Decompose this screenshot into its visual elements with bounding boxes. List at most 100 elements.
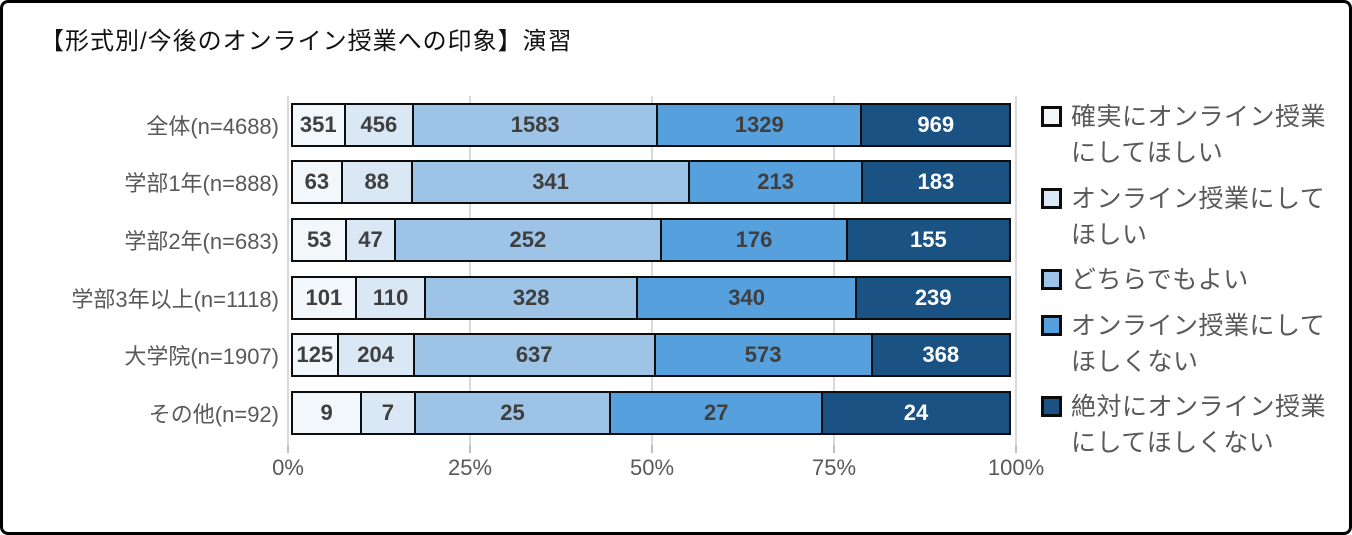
- segment-value-label: 7: [381, 399, 395, 425]
- bar-segment: 110: [354, 275, 427, 320]
- tick-mark: [287, 445, 289, 453]
- bar-segment: 63: [291, 160, 343, 205]
- legend-swatch-icon: [1041, 314, 1062, 336]
- bar-segment: 252: [393, 217, 663, 262]
- bar-segment: 368: [870, 333, 1011, 378]
- bar-row: その他(n=92) 9 7 25 27 24: [46, 384, 1019, 442]
- legend-item: 絶対にオンライン授業にしてほしくない: [1041, 389, 1343, 461]
- segment-value-label: 351: [299, 111, 337, 137]
- tick-mark: [651, 445, 653, 453]
- bar-segment: 47: [345, 217, 396, 262]
- legend-swatch-icon: [1041, 187, 1062, 209]
- bar-segment: 27: [609, 390, 824, 435]
- stacked-bar: 53 47 252 176 155: [291, 217, 1019, 262]
- page-title: 【形式別/今後のオンライン授業への印象】演習: [40, 28, 573, 55]
- segment-value-label: 252: [509, 226, 547, 252]
- gridline: [651, 96, 653, 445]
- bar-segment: 7: [360, 390, 416, 435]
- bar-segment: 328: [424, 275, 638, 320]
- bar-segment: 1329: [656, 102, 863, 147]
- segment-value-label: 1329: [734, 111, 784, 137]
- bar-segment: 1583: [412, 102, 659, 147]
- bar-segment: 204: [336, 333, 415, 378]
- segment-value-label: 155: [910, 226, 947, 252]
- category-label: 大学院(n=1907): [124, 344, 279, 370]
- segment-value-label: 368: [922, 342, 960, 368]
- legend: 確実にオンライン授業にしてほしいオンライン授業にしてほしいどちらでもよいオンライ…: [1041, 99, 1343, 461]
- bar-segment: 53: [291, 217, 348, 262]
- gridline: [1015, 96, 1017, 445]
- legend-swatch-icon: [1041, 396, 1062, 417]
- gridline: [287, 96, 289, 445]
- segment-value-label: 88: [364, 169, 389, 195]
- bar-segment: 155: [845, 217, 1011, 262]
- stacked-bar: 9 7 25 27 24: [291, 390, 1019, 435]
- segment-value-label: 239: [914, 284, 952, 310]
- bar-segment: 341: [410, 160, 691, 205]
- bar-segment: 24: [821, 390, 1011, 435]
- bar-row: 学部1年(n=888) 63 88 341 213 183: [46, 154, 1019, 212]
- category-label: その他(n=92): [148, 401, 279, 427]
- bar-segment: 25: [413, 390, 612, 435]
- category-label: 学部2年(n=683): [124, 228, 279, 254]
- bar-row: 全体(n=4688) 351 456 1583 1329 969: [46, 96, 1019, 154]
- segment-value-label: 213: [757, 169, 794, 195]
- plot-area: 全体(n=4688) 351 456 1583 1329 969 学部1年(n=888) 63…: [46, 96, 1019, 442]
- stacked-bar: 101 110 328 340 239: [291, 275, 1019, 320]
- bar-segment: 637: [412, 333, 656, 378]
- category-label: 学部3年以上(n=1118): [71, 286, 279, 312]
- legend-label: 確実にオンライン授業にしてほしい: [1071, 103, 1327, 167]
- bar-row: 学部3年以上(n=1118) 101 110 328 340 239: [46, 269, 1019, 327]
- segment-value-label: 53: [307, 226, 332, 252]
- segment-value-label: 573: [744, 342, 782, 368]
- segment-value-label: 47: [358, 226, 383, 252]
- segment-value-label: 63: [304, 169, 330, 195]
- stacked-bar: 125 204 637 573 368: [291, 333, 1019, 378]
- segment-value-label: 328: [512, 284, 550, 310]
- legend-item: 確実にオンライン授業にしてほしい: [1041, 99, 1343, 171]
- tick-mark: [1015, 445, 1017, 453]
- bar-segment: 456: [343, 102, 415, 147]
- tick-mark: [833, 445, 835, 453]
- axis-tick-label: 100%: [987, 455, 1045, 480]
- segment-value-label: 969: [917, 111, 955, 137]
- segment-value-label: 110: [372, 284, 409, 310]
- segment-value-label: 340: [728, 284, 766, 310]
- segment-value-label: 27: [703, 399, 729, 425]
- tick-mark: [469, 445, 471, 453]
- bar-segment: 9: [291, 390, 363, 435]
- legend-label: 絶対にオンライン授業にしてほしくない: [1071, 393, 1327, 457]
- legend-item: どちらでもよい: [1041, 262, 1343, 298]
- legend-label: オンライン授業にしてほしくない: [1071, 311, 1326, 376]
- segment-value-label: 25: [500, 399, 525, 425]
- axis-tick-label: 75%: [811, 455, 857, 480]
- segment-value-label: 456: [360, 111, 398, 137]
- bar-row: 学部2年(n=683) 53 47 252 176 155: [46, 211, 1019, 269]
- segment-value-label: 176: [735, 226, 773, 252]
- segment-value-label: 125: [296, 342, 334, 368]
- bar-segment: 176: [660, 217, 848, 262]
- legend-swatch-icon: [1041, 106, 1062, 127]
- category-label: 全体(n=4688): [146, 113, 279, 139]
- bar-segment: 125: [291, 333, 339, 378]
- bar-segment: 351: [291, 102, 346, 147]
- gridline: [833, 96, 835, 445]
- segment-value-label: 24: [903, 399, 929, 425]
- segment-value-label: 204: [357, 342, 395, 368]
- legend-item: オンライン授業にしてほしい: [1041, 181, 1343, 253]
- segment-value-label: 341: [532, 169, 569, 195]
- stacked-bar: 351 456 1583 1329 969: [291, 102, 1019, 147]
- bar-segment: 239: [855, 275, 1011, 320]
- bar-row: 大学院(n=1907) 125 204 637 573 368: [46, 326, 1019, 384]
- bar-segment: 573: [653, 333, 873, 378]
- bar-segment: 88: [340, 160, 413, 205]
- bar-segment: 213: [688, 160, 863, 205]
- axis-tick-label: 0%: [272, 455, 304, 480]
- segment-value-label: 1583: [510, 111, 560, 137]
- bar-segment: 183: [860, 160, 1011, 205]
- category-label: 学部1年(n=888): [124, 171, 279, 197]
- axis-tick-label: 50%: [629, 455, 675, 480]
- legend-item: オンライン授業にしてほしくない: [1041, 308, 1343, 380]
- bar-segment: 101: [291, 275, 357, 320]
